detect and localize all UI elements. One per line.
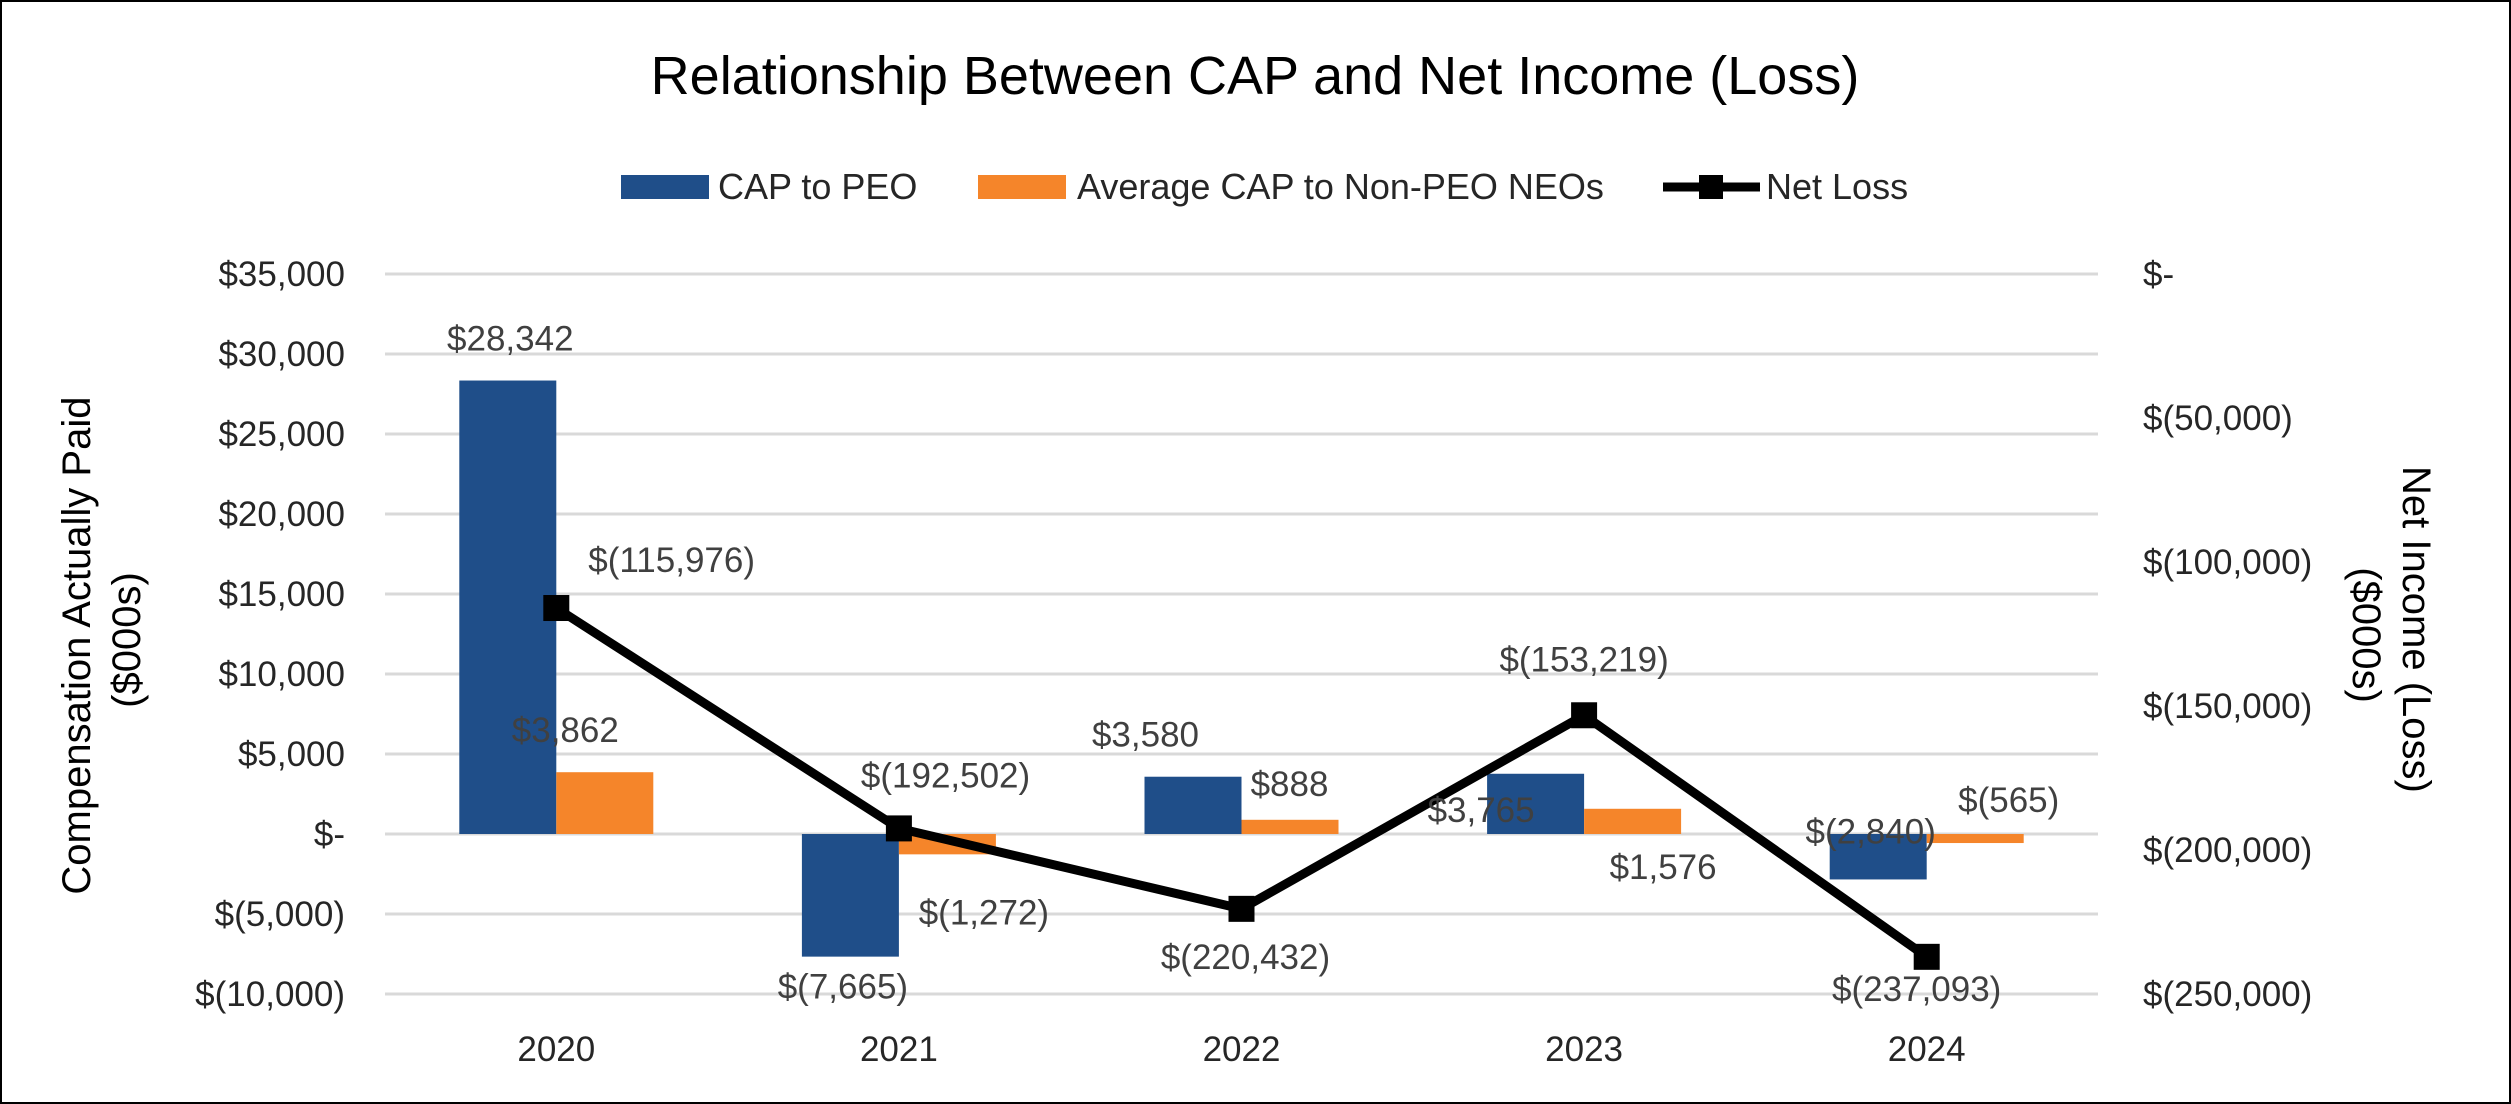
category-tick-2021: 2021 bbox=[860, 1030, 938, 1069]
legend-marker-net-loss bbox=[1699, 175, 1723, 199]
left-tick-label: $- bbox=[314, 815, 345, 854]
bar-average-cap-to-non-peo-neos-2023 bbox=[1584, 808, 1682, 834]
bar-average-cap-to-non-peo-neos-2020 bbox=[556, 772, 654, 834]
right-axis-title-line2: ($000s) bbox=[2344, 567, 2388, 703]
data-label-cap-to-peo-2021: $(7,665) bbox=[778, 968, 908, 1007]
data-labels: $28,342 $(7,665) $3,580 $3,765 $(2,840) $3,86… bbox=[447, 320, 2059, 1009]
data-label-average-cap-2024: $(565) bbox=[1958, 781, 2059, 820]
data-label-cap-to-peo-2024: $(2,840) bbox=[1806, 812, 1936, 851]
bar-average-cap-to-non-peo-neos-2024 bbox=[1926, 834, 2024, 844]
left-axis-title: Compensation Actually Paid ($000s) bbox=[55, 385, 149, 894]
left-tick-label: $(5,000) bbox=[215, 895, 345, 934]
legend-swatch-cap-to-peo bbox=[621, 175, 709, 199]
data-label-net-loss-2023: $(153,219) bbox=[1499, 640, 1668, 679]
legend-swatch-average-cap bbox=[978, 175, 1066, 199]
left-tick-label: $35,000 bbox=[218, 255, 345, 294]
bars bbox=[459, 380, 2024, 957]
data-label-average-cap-2022: $888 bbox=[1251, 765, 1329, 804]
right-axis-title-line1: Net Income (Loss) bbox=[2394, 466, 2438, 793]
right-tick-label: $(100,000) bbox=[2143, 543, 2312, 582]
category-tick-2023: 2023 bbox=[1545, 1030, 1623, 1069]
left-tick-label: $25,000 bbox=[218, 415, 345, 454]
left-tick-label: $30,000 bbox=[218, 335, 345, 374]
right-tick-label: $- bbox=[2143, 255, 2174, 294]
data-label-average-cap-2021: $(1,272) bbox=[919, 893, 1049, 932]
data-label-cap-to-peo-2022: $3,580 bbox=[1092, 716, 1199, 755]
net-loss-marker-2021 bbox=[885, 815, 912, 842]
right-axis-title: Net Income (Loss) ($000s) bbox=[2344, 466, 2438, 804]
data-label-cap-to-peo-2020: $28,342 bbox=[447, 320, 574, 359]
category-ticks: 2020 2021 2022 2023 2024 bbox=[517, 1030, 1965, 1069]
left-tick-label: $15,000 bbox=[218, 575, 345, 614]
data-label-net-loss-2021: $(192,502) bbox=[861, 756, 1030, 795]
legend-label-net-loss: Net Loss bbox=[1766, 166, 1908, 207]
net-loss-marker-2022 bbox=[1228, 895, 1255, 922]
net-loss-marker-2024 bbox=[1913, 943, 1940, 970]
net-loss-marker-2020 bbox=[543, 595, 570, 622]
legend-label-average-cap: Average CAP to Non-PEO NEOs bbox=[1077, 166, 1604, 207]
right-tick-label: $(200,000) bbox=[2143, 831, 2312, 870]
data-label-average-cap-2023: $1,576 bbox=[1610, 848, 1717, 887]
category-tick-2024: 2024 bbox=[1888, 1030, 1966, 1069]
category-tick-2020: 2020 bbox=[517, 1030, 595, 1069]
left-axis-ticks: $35,000 $30,000 $25,000 $20,000 $15,000 $10,0… bbox=[195, 255, 345, 1014]
bar-cap-to-peo-2020 bbox=[459, 380, 557, 834]
data-label-net-loss-2020: $(115,976) bbox=[588, 541, 755, 580]
left-tick-label: $(10,000) bbox=[195, 975, 345, 1014]
net-loss-marker-2023 bbox=[1571, 702, 1598, 729]
data-label-cap-to-peo-2023: $3,765 bbox=[1428, 791, 1535, 830]
left-tick-label: $20,000 bbox=[218, 495, 345, 534]
right-tick-label: $(50,000) bbox=[2143, 399, 2293, 438]
right-tick-label: $(150,000) bbox=[2143, 687, 2312, 726]
data-label-net-loss-2024: $(237,093) bbox=[1832, 970, 2001, 1009]
data-label-net-loss-2022: $(220,432) bbox=[1161, 938, 1330, 977]
legend-label-cap-to-peo: CAP to PEO bbox=[718, 166, 917, 207]
left-tick-label: $10,000 bbox=[218, 655, 345, 694]
bar-cap-to-peo-2021 bbox=[801, 834, 899, 957]
category-tick-2022: 2022 bbox=[1203, 1030, 1281, 1069]
gridlines bbox=[385, 272, 2098, 996]
left-axis-title-line1: Compensation Actually Paid bbox=[55, 397, 99, 895]
left-axis-title-line2: ($000s) bbox=[105, 572, 149, 708]
net-loss-line bbox=[543, 595, 1940, 970]
bar-cap-to-peo-2023 bbox=[1487, 773, 1585, 834]
data-label-average-cap-2020: $3,862 bbox=[512, 711, 619, 750]
left-tick-label: $5,000 bbox=[238, 735, 345, 774]
bar-average-cap-to-non-peo-neos-2022 bbox=[1241, 819, 1339, 834]
bar-cap-to-peo-2022 bbox=[1144, 776, 1242, 834]
right-axis-ticks: $- $(50,000) $(100,000) $(150,000) $(200,000… bbox=[2143, 255, 2312, 1014]
bar-cap-to-peo-2024 bbox=[1829, 834, 1927, 880]
chart-title: Relationship Between CAP and Net Income … bbox=[651, 46, 1860, 106]
legend: CAP to PEO Average CAP to Non-PEO NEOs N… bbox=[621, 166, 1908, 207]
right-tick-label: $(250,000) bbox=[2143, 975, 2312, 1014]
